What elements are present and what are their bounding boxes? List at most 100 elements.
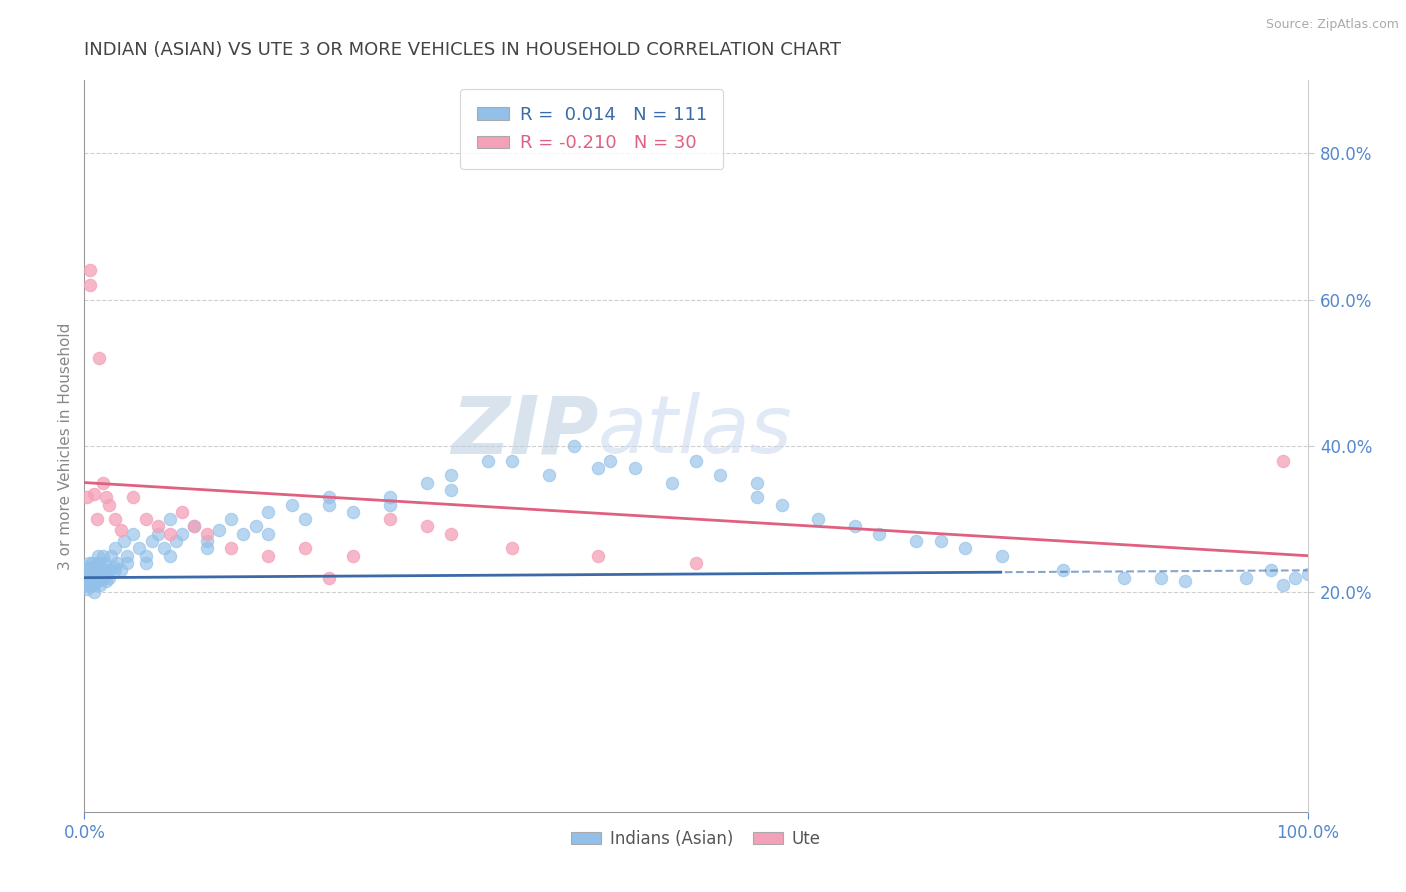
Point [929,534,952,549]
Point [219,512,242,526]
Point [747,475,769,490]
Point [97,498,120,512]
Point [318,498,340,512]
Point [122,490,145,504]
Point [1272,453,1295,467]
Point [83,585,105,599]
Point [110,523,132,537]
Point [135,556,157,570]
Point [294,512,316,526]
Point [159,512,181,526]
Point [281,498,304,512]
Point [112,534,135,549]
Point [1284,571,1306,585]
Point [96,490,118,504]
Point [183,519,205,533]
Point [146,519,169,533]
Point [770,498,793,512]
Point [440,526,463,541]
Point [86,556,108,570]
Point [79,278,101,293]
Point [104,512,127,526]
Point [1052,563,1074,577]
Point [77,571,100,585]
Point [87,571,110,585]
Point [87,549,110,563]
Point [100,549,122,563]
Point [380,490,402,504]
Point [624,461,647,475]
Point [208,523,231,537]
Point [141,534,163,549]
Point [77,556,100,570]
Point [80,556,103,570]
Point [380,498,402,512]
Point [83,486,105,500]
Point [416,475,439,490]
Point [586,461,609,475]
Text: INDIAN (ASIAN) VS UTE 3 OR MORE VEHICLES IN HOUSEHOLD CORRELATION CHART: INDIAN (ASIAN) VS UTE 3 OR MORE VEHICLES… [84,41,841,59]
Point [440,468,463,483]
Point [87,571,110,585]
Point [75,571,97,585]
Point [86,567,108,582]
Point [195,526,218,541]
Point [1260,563,1282,577]
Point [77,567,100,582]
Point [84,563,107,577]
Y-axis label: 3 or more Vehicles in Household: 3 or more Vehicles in Household [58,322,73,570]
Point [195,541,218,556]
Point [1236,571,1258,585]
Point [232,526,254,541]
Text: Source: ZipAtlas.com: Source: ZipAtlas.com [1265,18,1399,31]
Point [83,578,105,592]
Point [83,571,105,585]
Point [87,351,110,366]
Point [89,556,111,570]
Point [685,556,707,570]
Point [135,549,157,563]
Point [953,541,976,556]
Point [257,549,280,563]
Point [76,559,98,574]
Point [1174,574,1197,589]
Point [77,578,100,592]
Point [110,563,132,577]
Point [844,519,866,533]
Point [93,571,115,585]
Point [1296,567,1319,582]
Point [79,263,101,277]
Point [86,512,108,526]
Point [75,563,97,577]
Point [153,541,176,556]
Point [905,534,928,549]
Point [380,512,402,526]
Point [76,582,98,596]
Point [77,563,100,577]
Point [82,559,104,574]
Point [1150,571,1173,585]
Point [80,578,103,592]
Point [219,541,242,556]
Point [747,490,769,504]
Point [165,534,187,549]
Point [342,505,364,519]
Point [91,549,114,563]
Point [502,453,524,467]
Point [128,541,150,556]
Point [86,574,108,589]
Point [416,519,439,533]
Legend: Indians (Asian), Ute: Indians (Asian), Ute [565,823,827,855]
Point [79,571,101,585]
Point [661,475,683,490]
Point [84,571,107,585]
Point [709,468,731,483]
Point [135,512,157,526]
Point [257,526,280,541]
Point [97,571,120,585]
Point [1272,578,1295,592]
Point [159,549,181,563]
Point [104,541,127,556]
Point [1114,571,1136,585]
Point [294,541,316,556]
